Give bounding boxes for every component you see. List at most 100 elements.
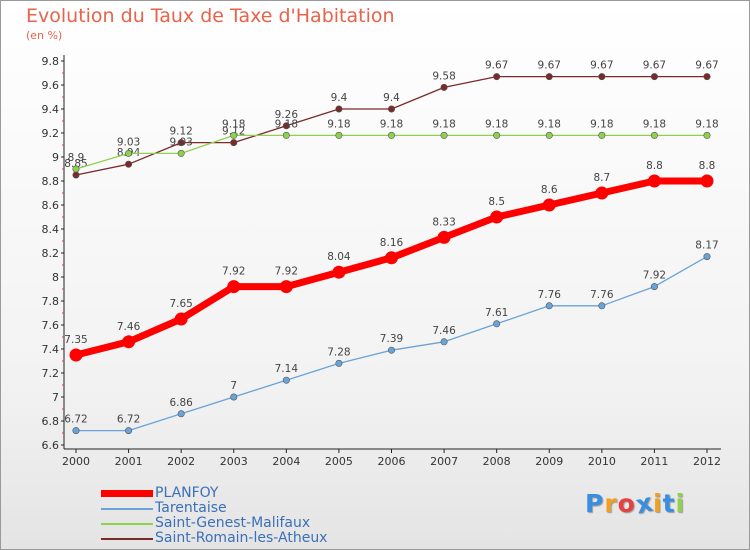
data-point <box>598 73 606 81</box>
y-tick-label: 9 <box>52 151 59 164</box>
data-point <box>387 131 395 139</box>
y-tick-label: 9.8 <box>42 55 60 68</box>
y-tick-label: 7.4 <box>42 343 60 356</box>
data-label: 7.61 <box>485 307 508 319</box>
data-point <box>650 73 658 81</box>
y-tick-label: 6.8 <box>42 415 60 428</box>
legend-label: Tarentaise <box>155 500 227 516</box>
data-label: 8.8 <box>646 160 663 172</box>
x-tick-label: 2006 <box>378 455 406 468</box>
data-point <box>174 312 188 326</box>
data-label: 8.04 <box>327 251 351 263</box>
data-point <box>335 131 343 139</box>
chart-title: Evolution du Taux de Taxe d'Habitation <box>26 5 395 27</box>
data-label: 8.6 <box>541 184 558 196</box>
data-label: 9.03 <box>117 136 140 148</box>
data-label: 9.18 <box>695 118 718 130</box>
data-label: 9.4 <box>383 92 400 104</box>
data-label: 8.16 <box>380 237 404 249</box>
y-tick-label: 9.6 <box>42 79 60 92</box>
y-tick-label: 8.6 <box>42 199 60 212</box>
logo-letter: o <box>617 489 636 518</box>
data-point <box>230 131 238 139</box>
x-tick-label: 2009 <box>535 455 563 468</box>
data-point <box>230 393 238 401</box>
data-point <box>279 280 293 294</box>
data-label: 8.7 <box>593 172 610 184</box>
data-label: 7.46 <box>432 325 456 337</box>
y-tick-label: 8 <box>52 271 59 284</box>
data-point <box>647 174 661 188</box>
logo-letter: r <box>604 489 618 518</box>
data-label: 9.18 <box>590 118 613 130</box>
data-point <box>440 338 448 346</box>
x-tick-label: 2001 <box>115 455 143 468</box>
data-label: 7.92 <box>643 270 666 282</box>
data-point <box>72 165 80 173</box>
data-label: 7.65 <box>169 298 192 310</box>
legend-swatch <box>101 490 153 497</box>
data-label: 9.18 <box>643 118 666 130</box>
data-point <box>493 73 501 81</box>
y-tick-label: 9.2 <box>42 127 60 140</box>
x-tick-label: 2000 <box>62 455 90 468</box>
data-point <box>335 105 343 113</box>
data-point <box>125 160 133 168</box>
y-tick-label: 6.6 <box>42 439 60 452</box>
legend-swatch <box>101 523 153 525</box>
data-label: 9.67 <box>538 60 561 72</box>
data-label: 7.76 <box>590 289 614 301</box>
data-point <box>282 131 290 139</box>
data-label: 9.18 <box>485 118 508 130</box>
data-label: 7.35 <box>64 334 87 346</box>
data-point <box>387 105 395 113</box>
data-point <box>230 139 238 147</box>
data-point <box>542 198 556 212</box>
data-point <box>332 265 346 279</box>
data-point <box>598 131 606 139</box>
data-label: 7.92 <box>222 266 245 278</box>
data-label: 9.18 <box>327 118 350 130</box>
legend-swatch <box>101 508 153 510</box>
data-point <box>703 73 711 81</box>
data-label: 9.4 <box>331 92 348 104</box>
x-tick-label: 2010 <box>588 455 616 468</box>
x-tick-label: 2008 <box>483 455 511 468</box>
chart-subtitle: (en %) <box>26 29 63 42</box>
legend-swatch <box>101 538 153 540</box>
data-point <box>282 122 290 130</box>
data-point <box>437 230 451 244</box>
data-point <box>335 359 343 367</box>
x-tick-label: 2002 <box>167 455 195 468</box>
data-point <box>650 131 658 139</box>
data-label: 8.9 <box>68 152 85 164</box>
data-point <box>387 346 395 354</box>
y-tick-label: 7.8 <box>42 295 60 308</box>
data-label: 9.67 <box>643 60 666 72</box>
data-point <box>493 320 501 328</box>
data-label: 6.72 <box>117 414 140 426</box>
data-label: 9.67 <box>485 60 508 72</box>
data-point <box>703 131 711 139</box>
legend-label: Saint-Romain-les-Atheux <box>155 530 328 546</box>
data-label: 9.18 <box>432 118 455 130</box>
data-label: 8.8 <box>699 160 716 172</box>
series-line-planfoy <box>75 177 707 359</box>
legend-label: Saint-Genest-Malifaux <box>155 515 311 531</box>
data-label: 9.18 <box>275 118 298 130</box>
data-label: 7.14 <box>275 363 299 375</box>
data-label: 9.26 <box>275 109 299 121</box>
data-point <box>177 139 185 147</box>
logo-letter: i <box>675 489 686 518</box>
data-label: 9.12 <box>169 126 192 138</box>
data-point <box>700 174 714 188</box>
data-point <box>227 280 241 294</box>
x-tick-label: 2011 <box>640 455 668 468</box>
data-point <box>177 410 185 418</box>
data-label: 9.18 <box>222 118 245 130</box>
data-point <box>177 149 185 157</box>
data-label: 7.46 <box>117 321 141 333</box>
y-tick-label: 9.4 <box>42 103 60 116</box>
data-label: 7 <box>230 380 237 392</box>
